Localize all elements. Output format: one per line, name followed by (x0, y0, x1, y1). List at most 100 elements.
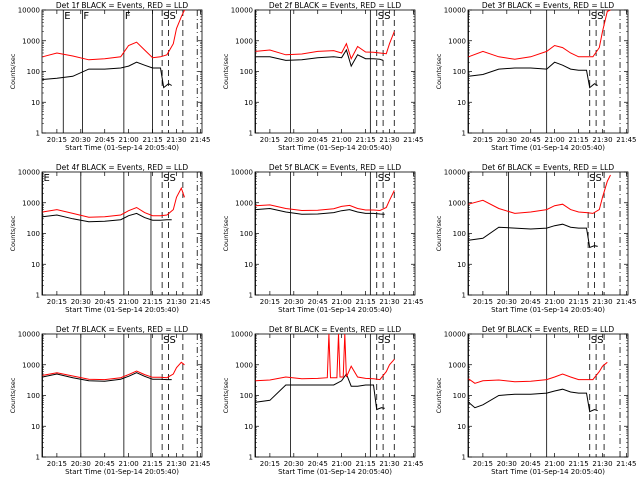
event-marker-label: S (591, 11, 597, 22)
panel-title: Det 3f BLACK = Events, RED = LLD (482, 1, 615, 10)
series-line-lld (468, 174, 611, 214)
x-tick-label: 20:15 (260, 298, 280, 306)
y-tick-label: 10 (457, 99, 466, 107)
y-axis-label: Counts/sec (222, 53, 230, 89)
x-tick-label: 20:30 (497, 460, 517, 468)
x-tick-label: 21:30 (592, 460, 612, 468)
y-tick-label: 1000 (448, 37, 466, 45)
series-line-events (42, 61, 172, 89)
y-tick-label: 10000 (444, 7, 466, 15)
x-tick-label: 21:45 (190, 136, 210, 144)
y-tick-label: 1 (36, 292, 40, 300)
detector-panel: Det 7f BLACK = Events, RED = LLD 1 10 100 10… (9, 325, 210, 476)
y-tick-label: 10 (457, 423, 466, 431)
y-tick-label: 100 (453, 230, 466, 238)
x-tick-label: 21:00 (545, 298, 565, 306)
x-tick-label: 20:15 (473, 298, 493, 306)
y-tick-label: 1 (36, 454, 40, 462)
x-tick-label: 21:00 (119, 460, 139, 468)
y-tick-label: 10 (244, 423, 253, 431)
x-axis-label: Start Time (01-Sep-14 20:05:40) (491, 306, 605, 314)
x-tick-label: 20:30 (497, 298, 517, 306)
x-axis-label: Start Time (01-Sep-14 20:05:40) (65, 144, 179, 152)
y-tick-label: 1 (249, 130, 253, 138)
panel-title: Det 4f BLACK = Events, RED = LLD (56, 163, 189, 172)
event-marker-label: S (378, 11, 384, 22)
x-tick-label: 20:45 (308, 298, 328, 306)
event-marker-label: F (83, 11, 89, 22)
y-tick-label: 1 (36, 130, 40, 138)
y-tick-label: 10000 (18, 7, 40, 15)
x-tick-label: 21:30 (379, 298, 399, 306)
detector-panel: Det 9f BLACK = Events, RED = LLD 1 10 100 10… (435, 325, 636, 476)
x-tick-label: 20:45 (95, 298, 115, 306)
x-tick-label: 21:00 (545, 460, 565, 468)
x-axis-label: Start Time (01-Sep-14 20:05:40) (65, 306, 179, 314)
x-tick-label: 20:15 (47, 136, 67, 144)
y-tick-label: 10 (244, 99, 253, 107)
series-line-events (468, 388, 598, 413)
x-tick-label: 21:00 (332, 298, 352, 306)
x-tick-label: 21:45 (616, 460, 636, 468)
series-line-lld (468, 9, 611, 60)
x-tick-label: 21:00 (119, 298, 139, 306)
series-line-lld (42, 361, 185, 381)
y-tick-label: 10000 (444, 169, 466, 177)
series-line-events (42, 212, 172, 223)
event-marker-label: S (597, 11, 603, 22)
event-marker-label: S (384, 173, 390, 184)
panel-title: Det 1f BLACK = Events, RED = LLD (56, 1, 189, 10)
x-tick-label: 21:15 (142, 136, 162, 144)
x-axis-label: Start Time (01-Sep-14 20:05:40) (278, 468, 392, 476)
series-line-events (255, 48, 384, 68)
x-axis-label: Start Time (01-Sep-14 20:05:40) (278, 306, 392, 314)
x-tick-label: 20:45 (95, 136, 115, 144)
x-tick-label: 20:30 (71, 136, 91, 144)
y-tick-label: 10 (31, 99, 40, 107)
panel-title: Det 6f BLACK = Events, RED = LLD (482, 163, 615, 172)
event-marker-label: S (596, 173, 602, 184)
x-tick-label: 21:00 (545, 136, 565, 144)
series-line-events (42, 372, 172, 382)
y-tick-label: 1 (462, 454, 466, 462)
x-tick-label: 20:45 (521, 460, 541, 468)
y-axis-label: Counts/sec (435, 53, 443, 89)
y-tick-label: 100 (27, 230, 40, 238)
event-marker-label: S (170, 173, 176, 184)
x-tick-label: 21:15 (568, 298, 588, 306)
event-marker-label: F (125, 11, 131, 22)
y-tick-label: 10 (457, 261, 466, 269)
series-line-events (468, 61, 598, 89)
y-tick-label: 1000 (22, 37, 40, 45)
x-tick-label: 21:30 (166, 460, 186, 468)
x-tick-label: 20:30 (497, 136, 517, 144)
x-tick-label: 21:45 (403, 136, 423, 144)
x-tick-label: 21:30 (166, 298, 186, 306)
x-tick-label: 20:15 (47, 298, 67, 306)
detector-panel: Det 1f BLACK = Events, RED = LLD 1 10 100 10… (9, 1, 210, 152)
series-line-lld (255, 190, 395, 212)
x-tick-label: 21:45 (616, 298, 636, 306)
x-tick-label: 20:15 (260, 460, 280, 468)
series-line-lld (255, 31, 395, 60)
panel-title: Det 2f BLACK = Events, RED = LLD (269, 1, 402, 10)
x-tick-label: 21:30 (379, 136, 399, 144)
y-tick-label: 10000 (18, 169, 40, 177)
y-tick-label: 10 (31, 423, 40, 431)
y-tick-label: 10000 (231, 7, 253, 15)
event-marker-label: S (170, 335, 176, 346)
y-tick-label: 1 (249, 454, 253, 462)
x-tick-label: 21:45 (616, 136, 636, 144)
x-tick-label: 20:15 (47, 460, 67, 468)
x-tick-label: 21:45 (403, 298, 423, 306)
y-tick-label: 1000 (22, 199, 40, 207)
y-tick-label: 1000 (235, 199, 253, 207)
y-tick-label: 10000 (18, 331, 40, 339)
x-tick-label: 20:45 (521, 298, 541, 306)
x-tick-label: 20:15 (473, 460, 493, 468)
y-tick-label: 100 (240, 230, 253, 238)
y-tick-label: 100 (453, 392, 466, 400)
panel-title: Det 7f BLACK = Events, RED = LLD (56, 325, 189, 334)
y-tick-label: 1000 (235, 361, 253, 369)
